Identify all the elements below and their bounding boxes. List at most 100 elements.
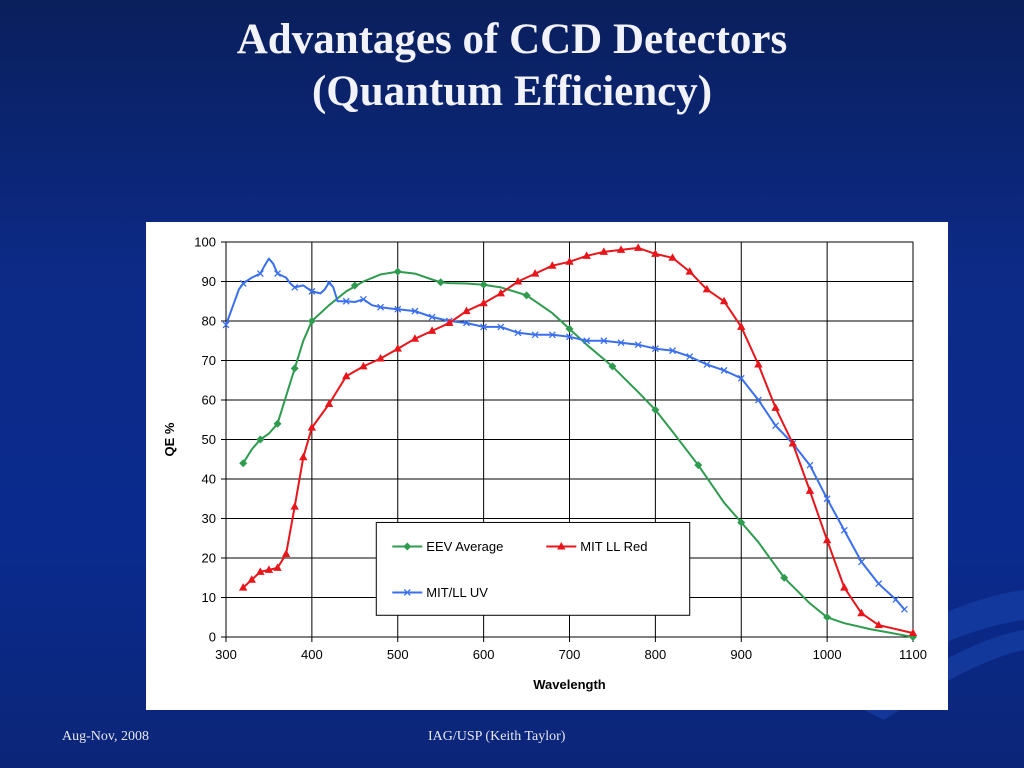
- data-point-mit-ll-uv: [480, 323, 488, 331]
- data-point-mit-ll-red: [874, 620, 883, 629]
- y-tick-label: 10: [202, 590, 216, 605]
- data-point-mit-ll-red: [299, 452, 308, 461]
- y-tick-label: 80: [202, 314, 216, 329]
- data-point-eev-average: [307, 317, 316, 325]
- data-point-mit-ll-red: [264, 565, 274, 573]
- data-point-mit-ll-uv: [325, 280, 333, 287]
- x-tick-label: 1000: [813, 647, 842, 662]
- data-point-mit-ll-uv: [875, 580, 883, 588]
- y-tick-label: 90: [202, 274, 216, 289]
- data-point-mit-ll-red: [840, 583, 849, 591]
- data-point-mit-ll-red: [702, 284, 712, 293]
- data-point-mit-ll-red: [256, 567, 265, 575]
- data-point-mit-ll-red: [530, 269, 540, 277]
- chart-canvas: 0 10 20 30 40 50 60 70 80 90 100 300 400 500 600 700 800…: [162, 235, 927, 693]
- data-point-eev-average: [565, 324, 574, 333]
- data-point-mit-ll-uv: [583, 337, 591, 345]
- x-tick-label: 300: [215, 647, 237, 662]
- data-point-mit-ll-uv: [531, 331, 539, 339]
- data-point-mit-ll-uv: [686, 353, 694, 361]
- footer-credit: IAG/USP (Keith Taylor): [428, 729, 566, 744]
- data-point-mit-ll-uv: [291, 283, 299, 291]
- title-line-2: (Quantum Efficiency): [311, 68, 713, 115]
- data-point-mit-ll-uv: [892, 596, 900, 603]
- data-point-mit-ll-red: [273, 563, 282, 571]
- data-point-mit-ll-red: [462, 306, 471, 315]
- data-point-mit-ll-red: [685, 267, 694, 275]
- y-tick-label: 60: [202, 393, 216, 408]
- data-point-mit-ll-uv: [840, 526, 848, 534]
- y-axis-label: QE %: [162, 422, 177, 456]
- y-tick-label: 50: [202, 432, 216, 447]
- data-point-eev-average: [479, 280, 488, 289]
- data-point-mit-ll-red: [548, 261, 557, 269]
- data-point-mit-ll-red: [771, 403, 780, 411]
- data-point-eev-average: [737, 518, 746, 527]
- data-point-mit-ll-red: [281, 549, 291, 558]
- series-line-eev-average: [242, 270, 914, 638]
- data-point-eev-average: [393, 267, 402, 276]
- legend-marker-mit-ll-red: [557, 541, 566, 550]
- data-point-mit-ll-uv: [806, 461, 814, 469]
- legend-marker-mit-ll-uv: [403, 588, 411, 596]
- data-point-mit-ll-red: [599, 247, 609, 255]
- data-point-mit-ll-red: [410, 334, 420, 342]
- qe-chart: 0 10 20 30 40 50 60 70 80 90 100 300 400 500 600 700 800…: [146, 222, 948, 710]
- data-point-mit-ll-red: [290, 502, 299, 510]
- data-point-mit-ll-uv: [342, 297, 350, 305]
- data-point-mit-ll-uv: [377, 303, 385, 311]
- data-point-eev-average: [694, 461, 703, 470]
- data-point-mit-ll-uv: [394, 305, 402, 313]
- data-point-mit-ll-uv: [239, 280, 247, 287]
- data-point-mit-ll-red: [668, 253, 677, 261]
- data-point-eev-average: [273, 419, 282, 428]
- data-point-mit-ll-uv: [514, 329, 522, 337]
- data-point-mit-ll-red: [788, 438, 797, 447]
- data-point-mit-ll-uv: [359, 295, 367, 303]
- x-tick-label: 700: [559, 647, 581, 662]
- x-tick-label: 600: [473, 647, 495, 662]
- data-point-mit-ll-red: [908, 628, 918, 637]
- data-point-mit-ll-uv: [566, 333, 573, 341]
- data-point-mit-ll-red: [513, 277, 523, 285]
- data-point-mit-ll-red: [359, 361, 368, 370]
- data-point-mit-ll-red: [805, 486, 815, 494]
- data-point-eev-average: [350, 281, 359, 290]
- data-point-mit-ll-uv: [720, 366, 728, 374]
- data-point-mit-ll-uv: [634, 341, 642, 349]
- data-point-eev-average: [608, 362, 617, 371]
- data-point-eev-average: [823, 613, 832, 622]
- data-point-mit-ll-red: [427, 326, 437, 334]
- legend-marker-eev-average: [403, 542, 412, 551]
- data-point-mit-ll-uv: [737, 374, 745, 382]
- data-point-mit-ll-red: [342, 371, 351, 380]
- y-tick-label: 100: [194, 235, 216, 250]
- data-point-mit-ll-red: [719, 296, 729, 305]
- data-point-mit-ll-uv: [617, 339, 625, 347]
- y-tick-label: 20: [202, 551, 216, 566]
- data-point-mit-ll-uv: [308, 287, 316, 295]
- data-point-mit-ll-red: [307, 423, 317, 431]
- data-point-mit-ll-uv: [222, 321, 230, 329]
- x-tick-label: 400: [301, 647, 323, 662]
- legend-label-mit-ll-uv: MIT/LL UV: [426, 585, 488, 600]
- data-point-mit-ll-uv: [900, 605, 908, 613]
- data-point-mit-ll-uv: [669, 347, 677, 355]
- x-axis-label: Wavelength: [533, 677, 606, 692]
- data-point-mit-ll-red: [324, 399, 334, 407]
- data-point-mit-ll-red: [737, 322, 746, 330]
- data-point-mit-ll-uv: [411, 307, 419, 315]
- data-point-mit-ll-red: [393, 344, 402, 352]
- chart-legend: EEV Average MIT LL Red MIT/LL UV: [375, 521, 691, 616]
- data-point-eev-average: [256, 435, 265, 444]
- data-point-mit-ll-uv: [256, 270, 264, 278]
- data-point-eev-average: [239, 459, 248, 468]
- data-point-mit-ll-red: [496, 288, 505, 297]
- data-point-mit-ll-uv: [651, 345, 659, 353]
- legend-label-eev-average: EEV Average: [426, 539, 503, 554]
- data-point-mit-ll-uv: [858, 558, 865, 566]
- data-point-mit-ll-uv: [772, 422, 780, 430]
- data-point-mit-ll-red: [616, 245, 626, 253]
- data-point-mit-ll-red: [247, 575, 256, 583]
- data-point-eev-average: [651, 405, 660, 414]
